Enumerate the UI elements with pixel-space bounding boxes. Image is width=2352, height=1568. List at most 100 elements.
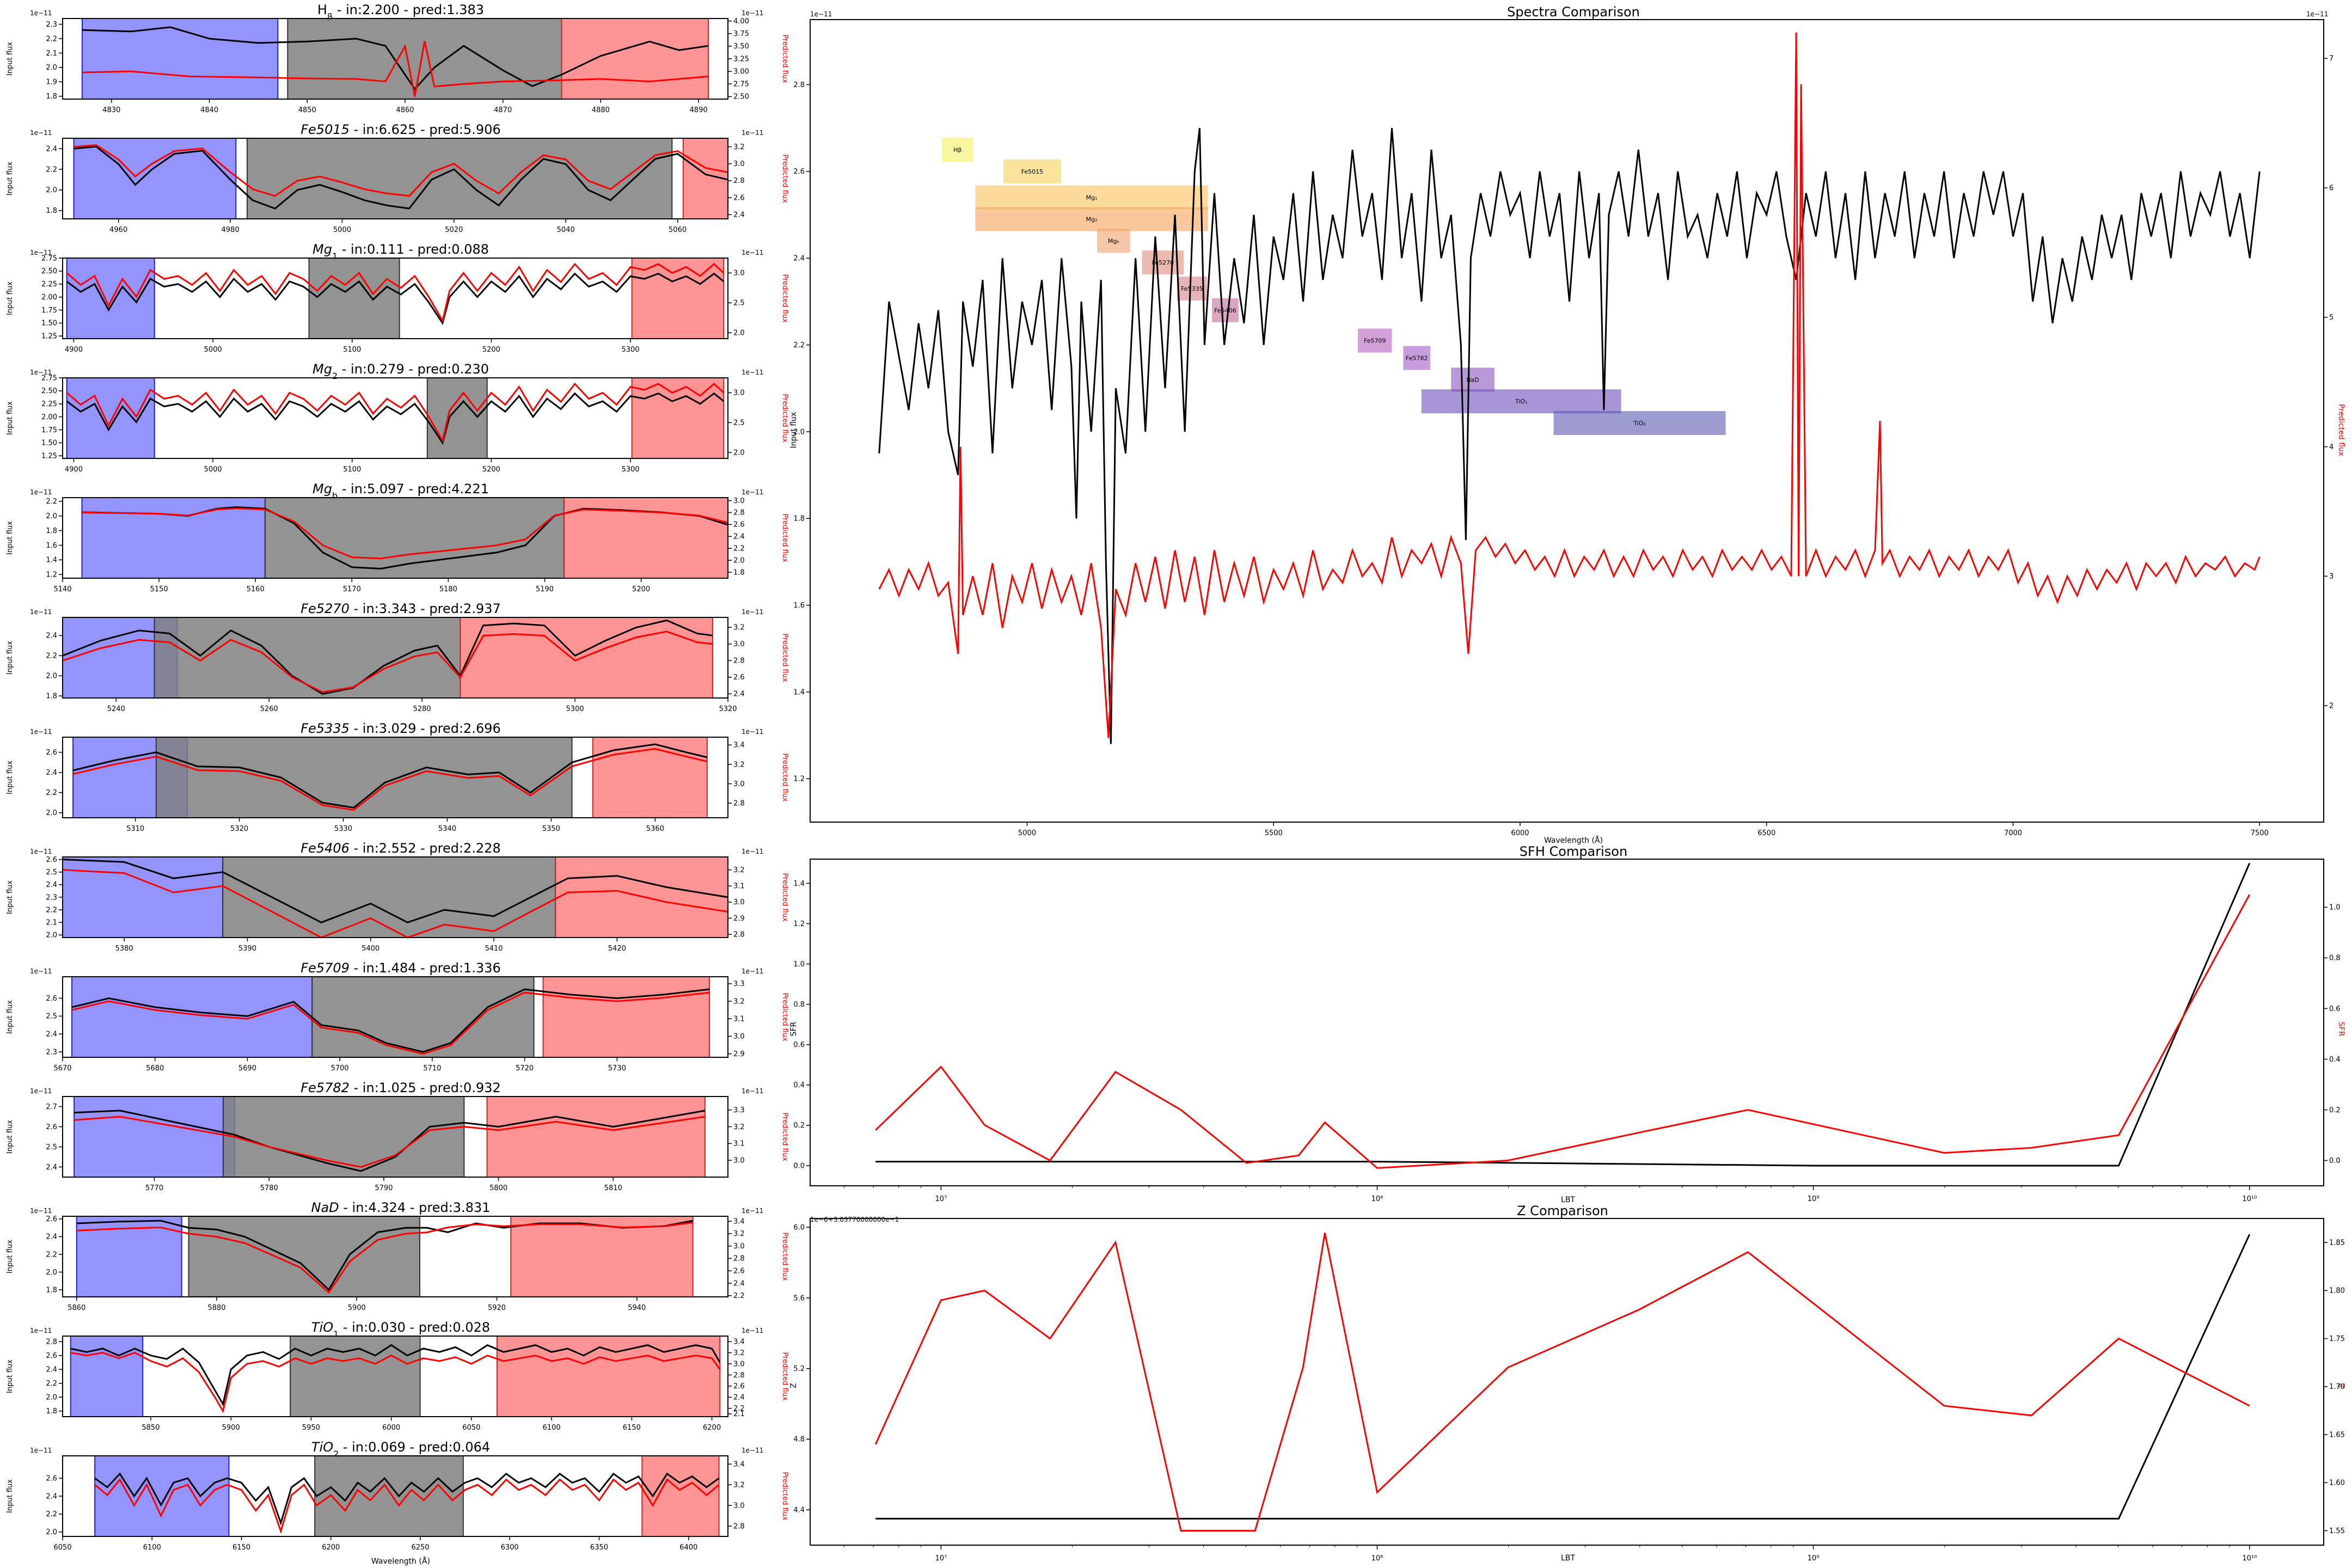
- x-tick-label: 4840: [200, 106, 218, 114]
- index-box-label: Fe5270: [1152, 259, 1174, 266]
- y-tick-label-right: 4.00: [733, 17, 749, 26]
- predicted-series-line: [82, 507, 728, 560]
- input-series-line: [878, 128, 2261, 744]
- y-tick-label-right: 5: [2329, 314, 2333, 322]
- y-tick-label-left: 2.0: [46, 1394, 57, 1402]
- red-band: [561, 19, 709, 99]
- y-axis-label-right: Predicted flux: [781, 753, 789, 802]
- predicted-series-line: [74, 1116, 706, 1168]
- x-tick-label: 5900: [222, 1424, 240, 1432]
- panel-title: Mgb - in:5.097 - pred:4.221: [313, 481, 489, 501]
- y-tick-label-left: 1.2: [793, 775, 805, 783]
- x-tick-label: 4880: [592, 106, 610, 114]
- y-axis-label-left: Input flux: [6, 162, 14, 195]
- x-tick-label: 5680: [146, 1064, 164, 1073]
- y-tick-label-left: 1.8: [46, 93, 57, 101]
- y-axis-label-left: Input flux: [6, 880, 14, 914]
- offset-label-left: 1e−11: [30, 1087, 52, 1095]
- y-tick-label-right: 3.2: [733, 761, 745, 769]
- offset-label-right: 1e−11: [2306, 10, 2328, 18]
- predicted-series-line: [66, 382, 725, 443]
- y-tick-label-left: 4.8: [793, 1436, 805, 1444]
- y-tick-label-left: 1.6: [46, 542, 57, 550]
- y-tick-label-right: 2: [2329, 702, 2333, 710]
- y-tick-label-right: 3.2: [733, 1349, 745, 1357]
- y-axis-label-right: Predicted flux: [781, 274, 789, 323]
- index-box: [1358, 328, 1392, 353]
- y-tick-label-left: 2.6: [46, 1474, 57, 1483]
- panel-tio2: TiO2 - in:0.069 - pred:0.064 Wavelength …: [6, 1440, 789, 1566]
- y-axis-label-right: Predicted flux: [781, 993, 789, 1042]
- y-tick-label-left: 1.25: [41, 333, 57, 341]
- panel-fe5709: Fe5709 - in:1.484 - pred:1.336 5670 5680 5…: [6, 960, 789, 1073]
- offset-label-right: 1e−11: [742, 608, 763, 616]
- x-tick-label: 10¹⁰: [2242, 1195, 2257, 1203]
- x-tick-label: 5020: [445, 226, 463, 234]
- y-tick-label-left: 1.6: [793, 602, 805, 610]
- offset-label-left: 1e−11: [810, 10, 832, 18]
- input-series-line: [875, 862, 2251, 1167]
- x-tick-label: 6150: [232, 1543, 250, 1552]
- panel-title: Fe5335 - in:3.029 - pred:2.696: [301, 721, 501, 736]
- x-tick-label: 5810: [604, 1184, 622, 1192]
- y-tick-label-right: 3.0: [733, 640, 745, 648]
- y-tick-label-right: 3.3: [733, 980, 745, 988]
- y-axis-label-left: Input flux: [6, 281, 14, 315]
- x-tick-label: 5200: [482, 346, 500, 354]
- red-band: [460, 617, 713, 698]
- x-tick-label: 5690: [238, 1064, 256, 1073]
- central-band: [223, 857, 556, 938]
- y-tick-label-left: 2.5: [46, 868, 57, 877]
- y-tick-label-right: 2.0: [733, 556, 745, 565]
- x-tick-label: 5770: [145, 1184, 163, 1192]
- panel-fe5015: Fe5015 - in:6.625 - pred:5.906 4960 4980 5…: [6, 122, 789, 234]
- red-band: [511, 1216, 693, 1297]
- y-tick-label-right: 0.0: [2329, 1157, 2341, 1165]
- y-tick-label-left: 0.0: [793, 1162, 805, 1170]
- x-tick-label: 5040: [557, 226, 575, 234]
- y-tick-label-left: 2.1: [46, 919, 57, 927]
- input-series-line: [66, 272, 725, 325]
- panel-sfh: SFH Comparison LBT SFR SFR 10⁷ 10⁸ 10⁹ 10¹⁰…: [789, 844, 2345, 1204]
- predicted-series-line: [62, 630, 713, 693]
- y-tick-label-left: 1.4: [793, 688, 805, 696]
- index-box-label: NaD: [1466, 376, 1479, 383]
- y-axis-label-right: Predicted flux: [781, 1232, 789, 1281]
- predicted-series-line: [94, 1478, 720, 1534]
- blue-band: [82, 498, 265, 578]
- x-tick-label: 4850: [298, 106, 316, 114]
- y-tick-label-left: 2.6: [46, 1123, 57, 1131]
- index-box: [941, 138, 973, 162]
- panel-title: Spectra Comparison: [1507, 4, 1640, 20]
- y-axis-label-right: Predicted flux: [781, 154, 789, 203]
- y-tick-label-right: 0.4: [2329, 1056, 2341, 1064]
- y-tick-label-left: 1.8: [46, 693, 57, 701]
- y-tick-label-right: 2.75: [733, 81, 749, 89]
- y-tick-label-left: 2.4: [46, 1031, 57, 1039]
- y-tick-label-right: 3.00: [733, 68, 749, 76]
- blue-band: [70, 1336, 143, 1417]
- y-axis-label-left: Input flux: [6, 1120, 14, 1154]
- central-band: [223, 1097, 464, 1177]
- y-tick-label-left: 2.75: [41, 254, 57, 262]
- x-tick-label: 5190: [536, 585, 554, 593]
- y-tick-label-right: 2.4: [733, 1279, 745, 1288]
- offset-label-left: 1e−11: [30, 728, 52, 736]
- x-tick-label: 5800: [489, 1184, 507, 1192]
- index-box-label: Fe5335: [1181, 285, 1203, 292]
- y-tick-label-right: 0.6: [2329, 1005, 2341, 1013]
- y-tick-label-left: 2.0: [46, 1528, 57, 1536]
- panel-title: Mg1 - in:0.111 - pred:0.088: [313, 242, 489, 261]
- y-axis-label-left: Input flux: [789, 412, 798, 449]
- y-tick-label-left: 2.4: [46, 145, 57, 153]
- predicted-series-line: [72, 748, 708, 811]
- y-tick-label-left: 1.8: [46, 527, 57, 535]
- x-tick-label: 5300: [621, 346, 639, 354]
- y-tick-label-left: 2.0: [46, 64, 57, 72]
- y-tick-label-right: 3.1: [733, 883, 745, 891]
- y-tick-label-left: 2.4: [46, 1492, 57, 1500]
- x-tick-label: 7000: [2004, 829, 2022, 837]
- blue-band: [71, 977, 313, 1057]
- offset-label-right: 1e−11: [742, 1207, 763, 1215]
- blue-band: [63, 857, 223, 938]
